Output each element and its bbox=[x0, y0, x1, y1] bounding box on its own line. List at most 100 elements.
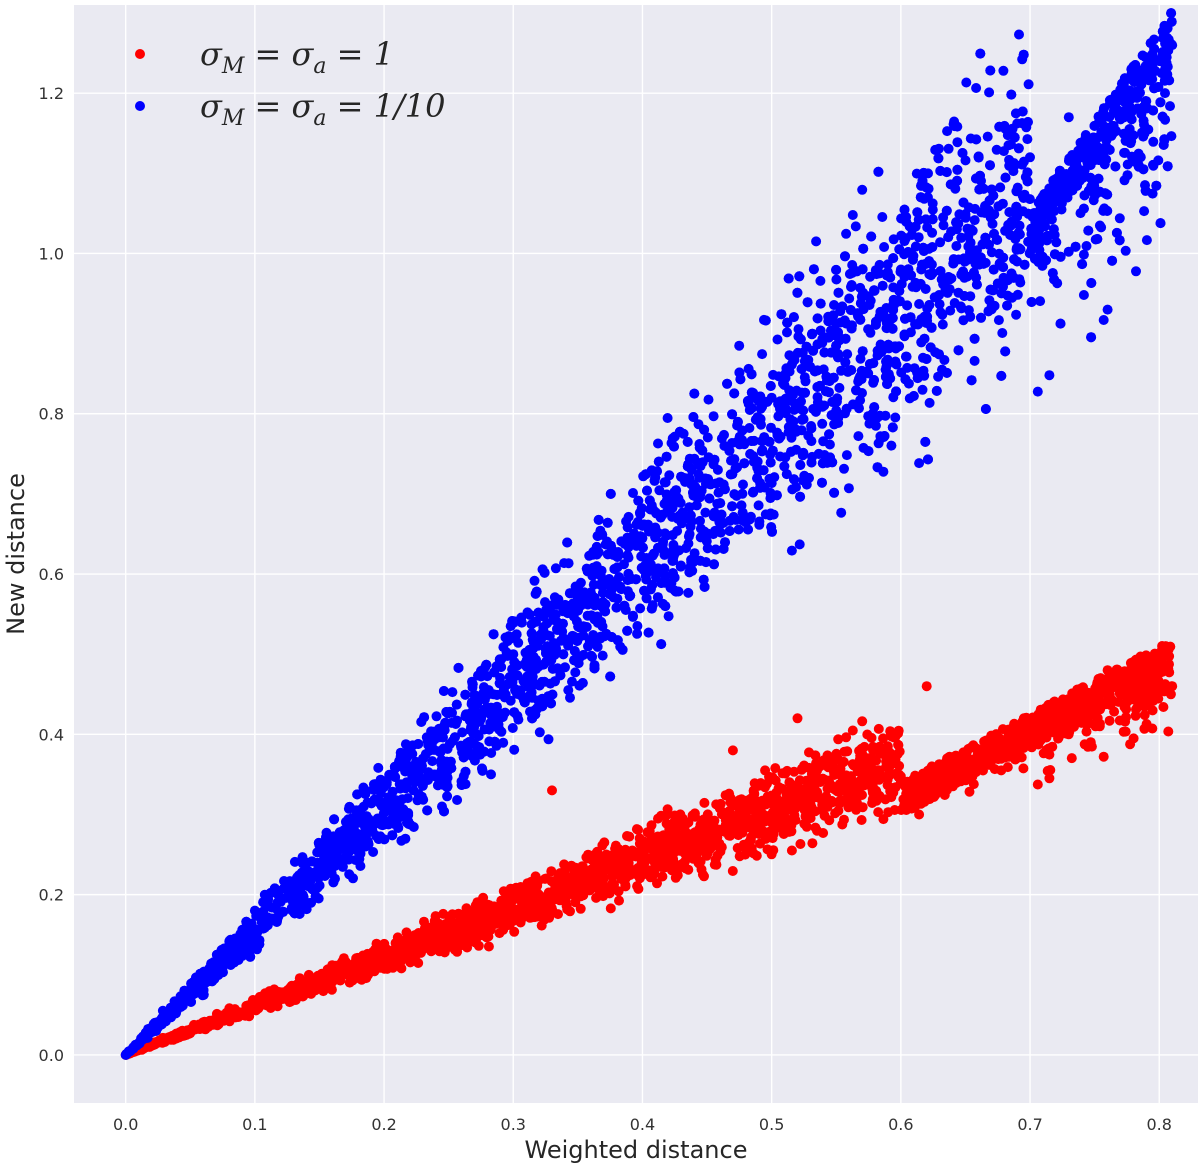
scatter-point bbox=[784, 777, 795, 788]
scatter-point bbox=[984, 87, 995, 98]
scatter-point bbox=[475, 929, 486, 940]
scatter-point bbox=[952, 137, 963, 148]
scatter-point bbox=[1139, 710, 1150, 720]
scatter-point bbox=[408, 945, 419, 956]
scatter-point bbox=[900, 351, 911, 362]
scatter-point bbox=[1153, 686, 1164, 697]
scatter-point bbox=[938, 220, 949, 231]
scatter-point bbox=[373, 762, 384, 773]
scatter-point bbox=[1163, 726, 1174, 737]
scatter-point bbox=[777, 768, 788, 779]
scatter-point bbox=[379, 963, 390, 974]
series-0-points bbox=[120, 641, 1178, 1060]
scatter-point bbox=[1044, 701, 1054, 712]
scatter-point bbox=[496, 895, 507, 906]
scatter-point bbox=[1160, 643, 1171, 654]
scatter-point bbox=[824, 815, 835, 826]
scatter-point bbox=[993, 315, 1004, 326]
scatter-point bbox=[1081, 726, 1092, 737]
scatter-point bbox=[823, 762, 834, 773]
scatter-point bbox=[702, 848, 713, 859]
scatter-point bbox=[958, 757, 969, 768]
scatter-point bbox=[249, 1001, 260, 1012]
scatter-point bbox=[1018, 743, 1029, 753]
scatter-point bbox=[867, 785, 878, 796]
scatter-point bbox=[878, 814, 889, 825]
scatter-point bbox=[751, 780, 762, 790]
scatter-point bbox=[1104, 715, 1115, 726]
scatter-point bbox=[458, 909, 469, 920]
scatter-point bbox=[756, 802, 766, 813]
scatter-point bbox=[702, 809, 713, 820]
scatter-point bbox=[907, 281, 918, 292]
scatter-point bbox=[924, 786, 935, 797]
scatter-point bbox=[954, 771, 965, 781]
scatter-point bbox=[166, 1033, 176, 1043]
scatter-point bbox=[1118, 726, 1129, 737]
scatter-point bbox=[447, 687, 458, 698]
scatter-point bbox=[432, 942, 443, 953]
scatter-point bbox=[757, 349, 768, 360]
scatter-point bbox=[1023, 79, 1034, 90]
scatter-point bbox=[155, 1035, 166, 1046]
scatter-point bbox=[598, 873, 609, 884]
scatter-point bbox=[1066, 753, 1077, 764]
scatter-point bbox=[847, 759, 858, 770]
scatter-point bbox=[702, 543, 713, 554]
scatter-point bbox=[818, 436, 829, 447]
scatter-point bbox=[857, 184, 868, 195]
scatter-point bbox=[654, 858, 665, 869]
scatter-point bbox=[1130, 710, 1141, 721]
scatter-point bbox=[794, 539, 805, 550]
scatter-point bbox=[895, 777, 906, 788]
scatter-point bbox=[469, 937, 480, 948]
scatter-point bbox=[829, 300, 839, 310]
scatter-point bbox=[399, 936, 410, 947]
scatter-point bbox=[396, 835, 407, 846]
scatter-point bbox=[550, 563, 561, 574]
scatter-point bbox=[1022, 134, 1033, 145]
scatter-point bbox=[1137, 652, 1148, 663]
scatter-point bbox=[690, 811, 701, 822]
scatter-point bbox=[676, 844, 687, 855]
scatter-point bbox=[570, 897, 581, 908]
scatter-point bbox=[1041, 745, 1052, 755]
scatter-point bbox=[634, 838, 645, 849]
scatter-point bbox=[995, 748, 1006, 759]
scatter-point bbox=[833, 734, 844, 745]
scatter-point bbox=[879, 242, 890, 252]
scatter-point bbox=[559, 859, 570, 870]
scatter-point bbox=[888, 732, 899, 743]
scatter-point bbox=[836, 507, 847, 518]
scatter-point bbox=[733, 799, 744, 810]
scatter-point bbox=[799, 372, 810, 383]
scatter-point bbox=[1090, 683, 1101, 694]
scatter-point bbox=[560, 599, 571, 610]
scatter-point bbox=[1148, 136, 1159, 147]
scatter-point bbox=[873, 807, 884, 818]
scatter-point bbox=[934, 299, 945, 310]
scatter-point bbox=[987, 746, 998, 757]
scatter-point bbox=[597, 587, 608, 598]
scatter-point bbox=[839, 463, 849, 474]
scatter-point bbox=[799, 784, 810, 795]
scatter-point bbox=[476, 900, 486, 911]
scatter-point bbox=[594, 854, 605, 865]
scatter-point bbox=[1119, 702, 1130, 712]
scatter-point bbox=[513, 893, 524, 903]
scatter-point bbox=[888, 787, 899, 798]
scatter-point bbox=[672, 863, 683, 873]
scatter-point bbox=[738, 824, 748, 835]
scatter-point bbox=[683, 864, 694, 875]
scatter-point bbox=[1120, 245, 1131, 256]
scatter-point bbox=[547, 905, 558, 916]
scatter-point bbox=[873, 723, 884, 734]
scatter-point bbox=[442, 942, 453, 953]
scatter-point bbox=[274, 988, 284, 998]
scatter-point bbox=[921, 681, 932, 692]
scatter-point bbox=[831, 274, 842, 285]
scatter-point bbox=[1044, 370, 1055, 381]
scatter-point bbox=[331, 974, 342, 985]
scatter-point bbox=[1025, 721, 1035, 732]
